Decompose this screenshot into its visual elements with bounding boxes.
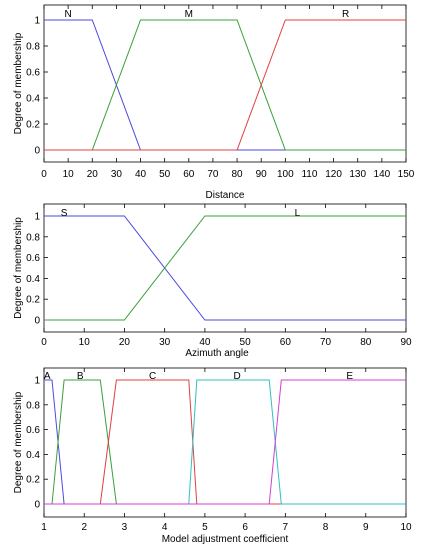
x-tick-label: 20 bbox=[87, 169, 99, 180]
y-tick-label: 1 bbox=[34, 376, 40, 387]
series-line-R bbox=[44, 19, 406, 151]
x-tick-label: 30 bbox=[111, 169, 123, 180]
series-name-label: L bbox=[295, 208, 301, 219]
y-tick-label: 0.2 bbox=[26, 120, 40, 131]
x-axis-label: Azimuth angle bbox=[185, 348, 249, 359]
x-tick-label: 20 bbox=[119, 337, 131, 348]
y-tick-label: 0 bbox=[34, 500, 40, 511]
series-name-label: C bbox=[149, 371, 156, 382]
series-line-E bbox=[44, 379, 406, 505]
series-line-B bbox=[44, 379, 406, 505]
x-tick-label: 0 bbox=[41, 337, 47, 348]
y-tick-label: 1 bbox=[34, 212, 40, 223]
x-tick-label: 9 bbox=[363, 522, 369, 533]
series-line-S bbox=[44, 215, 406, 321]
y-tick-label: 0.4 bbox=[26, 450, 40, 461]
y-tick-label: 0 bbox=[34, 316, 40, 327]
x-tick-label: 4 bbox=[162, 522, 168, 533]
y-tick-label: 0.4 bbox=[26, 94, 40, 105]
series-line-L bbox=[44, 215, 406, 321]
series-name-label: M bbox=[185, 9, 193, 20]
y-tick-label: 1 bbox=[34, 16, 40, 27]
series-name-label: A bbox=[44, 371, 51, 382]
series-name-label: S bbox=[61, 208, 68, 219]
x-tick-label: 1 bbox=[41, 522, 47, 533]
chart-panel-2: 0 10 20 30 40 50 60 70 80 90 0 0.2 0.4 0.6 0.8 1 S L Azimu… bbox=[13, 203, 412, 359]
series-name-label: R bbox=[342, 9, 349, 20]
x-tick-label: 70 bbox=[207, 169, 219, 180]
x-tick-label: 8 bbox=[323, 522, 329, 533]
x-tick-label: 110 bbox=[301, 169, 317, 180]
y-tick-label: 0 bbox=[34, 146, 40, 157]
x-tick-label: 50 bbox=[240, 337, 252, 348]
x-tick-label: 100 bbox=[277, 169, 294, 180]
y-axis-label: Degree of membership bbox=[13, 391, 24, 493]
series-name-label: E bbox=[346, 371, 353, 382]
axes-frame bbox=[43, 4, 407, 163]
series-line-N bbox=[44, 19, 406, 151]
x-tick-label: 40 bbox=[199, 337, 211, 348]
series-name-label: N bbox=[65, 9, 72, 20]
x-tick-label: 10 bbox=[63, 169, 75, 180]
x-tick-label: 90 bbox=[256, 169, 268, 180]
x-tick-label: 140 bbox=[374, 169, 391, 180]
x-tick-label: 10 bbox=[400, 522, 412, 533]
axes-frame bbox=[43, 367, 407, 518]
x-axis-label: Model adjustment coefficient bbox=[162, 534, 289, 545]
x-tick-label: 10 bbox=[79, 337, 91, 348]
series-line-A bbox=[44, 379, 406, 505]
x-axis-label: Distance bbox=[206, 190, 245, 201]
y-tick-label: 0.2 bbox=[26, 295, 40, 306]
chart-panel-1: 0 10 20 30 40 50 60 70 80 90 100 110 120 130 140 150 0 0.… bbox=[13, 4, 415, 201]
series-name-label: B bbox=[77, 371, 84, 382]
series-line-C bbox=[44, 379, 406, 505]
x-tick-label: 120 bbox=[325, 169, 342, 180]
x-tick-label: 50 bbox=[159, 169, 171, 180]
x-tick-label: 7 bbox=[283, 522, 289, 533]
series-name-label: D bbox=[233, 371, 240, 382]
x-tick-label: 130 bbox=[349, 169, 366, 180]
x-tick-label: 150 bbox=[398, 169, 415, 180]
x-tick-label: 30 bbox=[159, 337, 171, 348]
y-axis-label: Degree of membership bbox=[13, 217, 24, 319]
y-tick-label: 0.8 bbox=[26, 232, 40, 243]
y-tick-label: 0.8 bbox=[26, 400, 40, 411]
series-line-D bbox=[44, 379, 406, 505]
axes-frame bbox=[43, 203, 407, 333]
x-tick-label: 90 bbox=[400, 337, 412, 348]
x-tick-label: 0 bbox=[41, 169, 47, 180]
y-tick-label: 0.2 bbox=[26, 475, 40, 486]
y-axis-label: Degree of membership bbox=[13, 32, 24, 134]
x-tick-label: 3 bbox=[122, 522, 128, 533]
y-tick-label: 0.4 bbox=[26, 274, 40, 285]
x-tick-label: 80 bbox=[232, 169, 244, 180]
x-tick-label: 2 bbox=[81, 522, 87, 533]
x-tick-label: 5 bbox=[202, 522, 208, 533]
y-tick-label: 0.6 bbox=[26, 68, 40, 79]
x-tick-label: 80 bbox=[360, 337, 372, 348]
x-tick-label: 6 bbox=[242, 522, 248, 533]
y-tick-label: 0.6 bbox=[26, 425, 40, 436]
x-tick-label: 40 bbox=[135, 169, 147, 180]
x-tick-label: 60 bbox=[280, 337, 292, 348]
series-line-M bbox=[44, 19, 406, 151]
x-tick-label: 60 bbox=[183, 169, 195, 180]
y-tick-label: 0.8 bbox=[26, 42, 40, 53]
y-tick-label: 0.6 bbox=[26, 253, 40, 264]
x-tick-label: 70 bbox=[320, 337, 332, 348]
